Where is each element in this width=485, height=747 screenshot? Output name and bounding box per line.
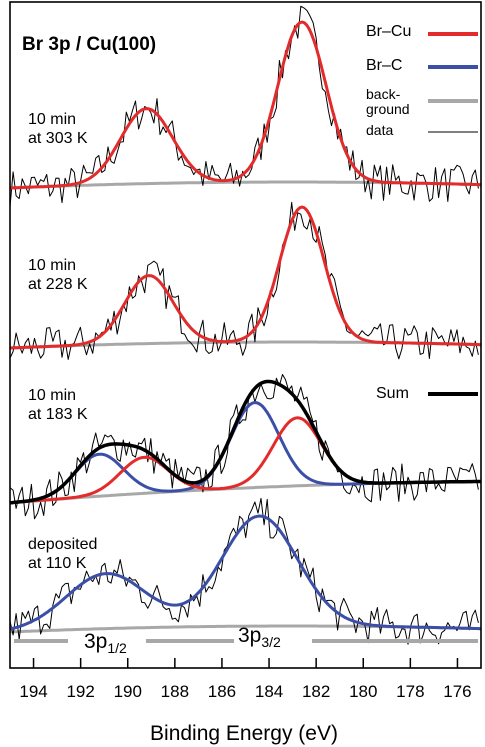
x-tick-label: 190 bbox=[114, 682, 142, 701]
spectrum-label-183k-line1: 10 min bbox=[28, 387, 76, 404]
spectrum-label-228k-line1: 10 min bbox=[28, 257, 76, 274]
peak-label-3p12-base: 3p bbox=[84, 630, 107, 653]
legend: Br–Cu Br–C back- ground data Sum bbox=[366, 23, 478, 402]
plot-frame bbox=[9, 1, 482, 669]
peak-label-3p12-sub: 1/2 bbox=[107, 640, 127, 656]
x-tick-label: 186 bbox=[208, 682, 236, 701]
x-tick-label: 194 bbox=[19, 682, 47, 701]
peak-position-markers: 3p1/2 3p3/2 bbox=[14, 624, 478, 656]
legend-label-background-line1: back- bbox=[366, 86, 401, 102]
data-line bbox=[9, 497, 479, 645]
chart-title: Br 3p / Cu(100) bbox=[22, 34, 156, 55]
x-tick-label: 192 bbox=[66, 682, 94, 701]
spectra-curves bbox=[9, 5, 482, 645]
peak-label-3p32-base: 3p bbox=[238, 624, 261, 647]
sum-line bbox=[9, 379, 481, 505]
spectrum-label-110k-line2: at 110 K bbox=[28, 555, 87, 572]
legend-label-sum: Sum bbox=[376, 385, 409, 402]
x-axis-label: Binding Energy (eV) bbox=[150, 722, 338, 745]
spectrum-label-303k-line2: at 303 K bbox=[28, 130, 88, 147]
fit-line bbox=[9, 20, 482, 190]
x-ticks: 194 192 190 188 186 184 182 180 178 176 bbox=[19, 658, 472, 701]
spectrum-label-228k-line2: at 228 K bbox=[28, 276, 88, 293]
fit-line bbox=[9, 514, 482, 631]
fit-line bbox=[9, 205, 482, 350]
peak-label-3p32-sub: 3/2 bbox=[261, 634, 281, 650]
spectrum-labels: 10 min at 303 K 10 min at 228 K 10 min a… bbox=[28, 111, 97, 572]
legend-label-data: data bbox=[366, 122, 393, 138]
x-tick-label: 182 bbox=[302, 682, 330, 701]
x-tick-label: 188 bbox=[161, 682, 189, 701]
x-tick-label: 178 bbox=[396, 682, 424, 701]
x-tick-label: 180 bbox=[349, 682, 377, 701]
spectrum-label-303k-line1: 10 min bbox=[28, 111, 76, 128]
legend-label-br-c: Br–C bbox=[366, 57, 402, 74]
x-tick-label: 184 bbox=[255, 682, 283, 701]
legend-label-br-cu: Br–Cu bbox=[366, 23, 411, 40]
data-line bbox=[9, 201, 479, 360]
spectrum-label-110k-line1: deposited bbox=[28, 536, 97, 553]
peak-label-3p32: 3p3/2 bbox=[238, 624, 281, 650]
peak-label-3p12: 3p1/2 bbox=[84, 630, 127, 656]
legend-label-background-line2: ground bbox=[366, 101, 410, 117]
spectrum-label-183k-line2: at 183 K bbox=[28, 406, 88, 423]
x-tick-label: 176 bbox=[443, 682, 471, 701]
